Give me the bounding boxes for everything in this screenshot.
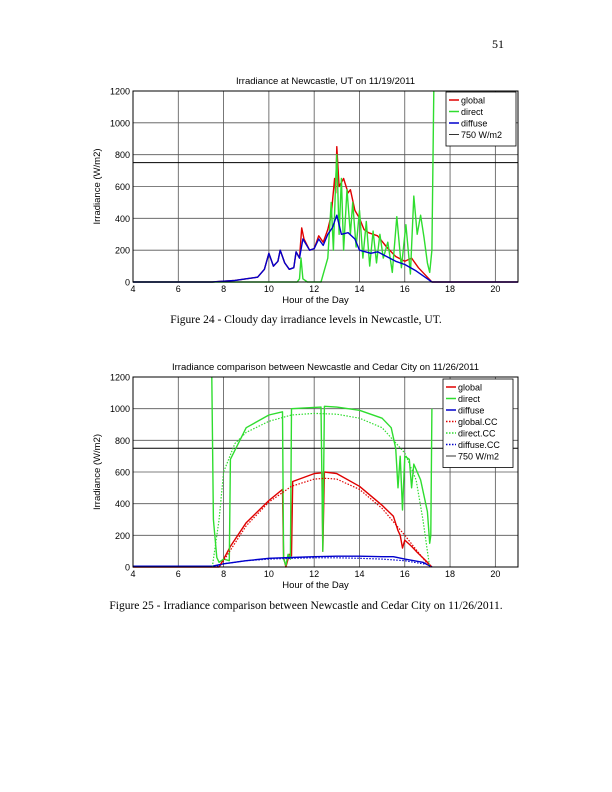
y-tick-label: 0 [125,563,130,573]
x-tick-label: 4 [130,284,135,294]
x-tick-label: 6 [176,284,181,294]
legend-label: diffuse [458,406,484,416]
plot-frame [132,90,519,283]
y-tick-label: 800 [115,436,130,446]
y-tick-label: 600 [115,182,130,192]
x-tick-label: 20 [490,569,500,579]
figure-25-chart: 4 6 8 10 12 14 16 18 20020040060080010001200Irra… [92,362,519,591]
x-tick-label: 18 [445,284,455,294]
x-tick-label: 14 [354,284,364,294]
legend-label: global [461,96,485,106]
x-tick-label: 12 [309,284,319,294]
series-diffuse [133,555,433,568]
figure-24-chart: 4 6 8 10 12 14 16 18 20020040060080010001200Irra… [92,76,519,306]
series-diffuse [133,214,518,283]
figure-25-caption: Figure 25 - Irradiance comparison betwee… [109,600,502,612]
y-tick-label: 200 [115,531,130,541]
legend-label: diffuse.CC [458,440,500,450]
x-tick-label: 16 [400,569,410,579]
figure-24-caption: Figure 24 - Cloudy day irradiance levels… [170,314,442,326]
plot-frame [132,376,519,568]
legend-label: 750 W/m2 [458,452,499,462]
legend-label: 750 W/m2 [461,130,502,140]
chart-title: Irradiance at Newcastle, UT on 11/19/201… [236,76,415,87]
legend-box [445,91,517,147]
y-axis-label: Irradiance (W/m2) [92,148,103,224]
x-tick-label: 4 [130,569,135,579]
x-tick-label: 8 [221,284,226,294]
legend-label: global.CC [458,417,498,427]
x-tick-label: 8 [221,569,226,579]
y-tick-label: 1200 [110,373,130,383]
series-global-cc [218,477,433,568]
y-tick-label: 1200 [110,87,130,97]
x-axis-label: Hour of the Day [282,580,349,591]
series-diffuse-cc [132,557,433,568]
x-axis-label: Hour of the Day [282,295,349,306]
x-tick-label: 10 [264,569,274,579]
x-tick-label: 16 [400,284,410,294]
y-axis-label: Irradiance (W/m2) [92,434,103,510]
x-tick-label: 6 [176,569,181,579]
series-direct [211,376,433,567]
page-number: 51 [492,37,504,51]
x-tick-label: 12 [309,569,319,579]
x-tick-label: 18 [445,569,455,579]
y-tick-label: 400 [115,214,130,224]
y-tick-label: 200 [115,246,130,256]
legend-label: direct [458,394,481,404]
chart-title: Irradiance comparison between Newcastle … [172,362,479,373]
series-direct-cc [211,412,431,568]
y-tick-label: 400 [115,499,130,509]
x-tick-label: 14 [354,569,364,579]
legend-label: direct [461,107,484,117]
y-tick-label: 1000 [110,404,130,414]
x-tick-label: 10 [264,284,274,294]
series-direct [133,90,435,283]
y-tick-label: 800 [115,150,130,160]
legend-label: diffuse [461,119,487,129]
legend-label: direct.CC [458,429,496,439]
y-tick-label: 0 [125,278,130,288]
y-tick-label: 600 [115,468,130,478]
legend-box [442,378,514,468]
legend-label: global [458,383,482,393]
y-tick-label: 1000 [110,118,130,128]
x-tick-label: 20 [490,284,500,294]
